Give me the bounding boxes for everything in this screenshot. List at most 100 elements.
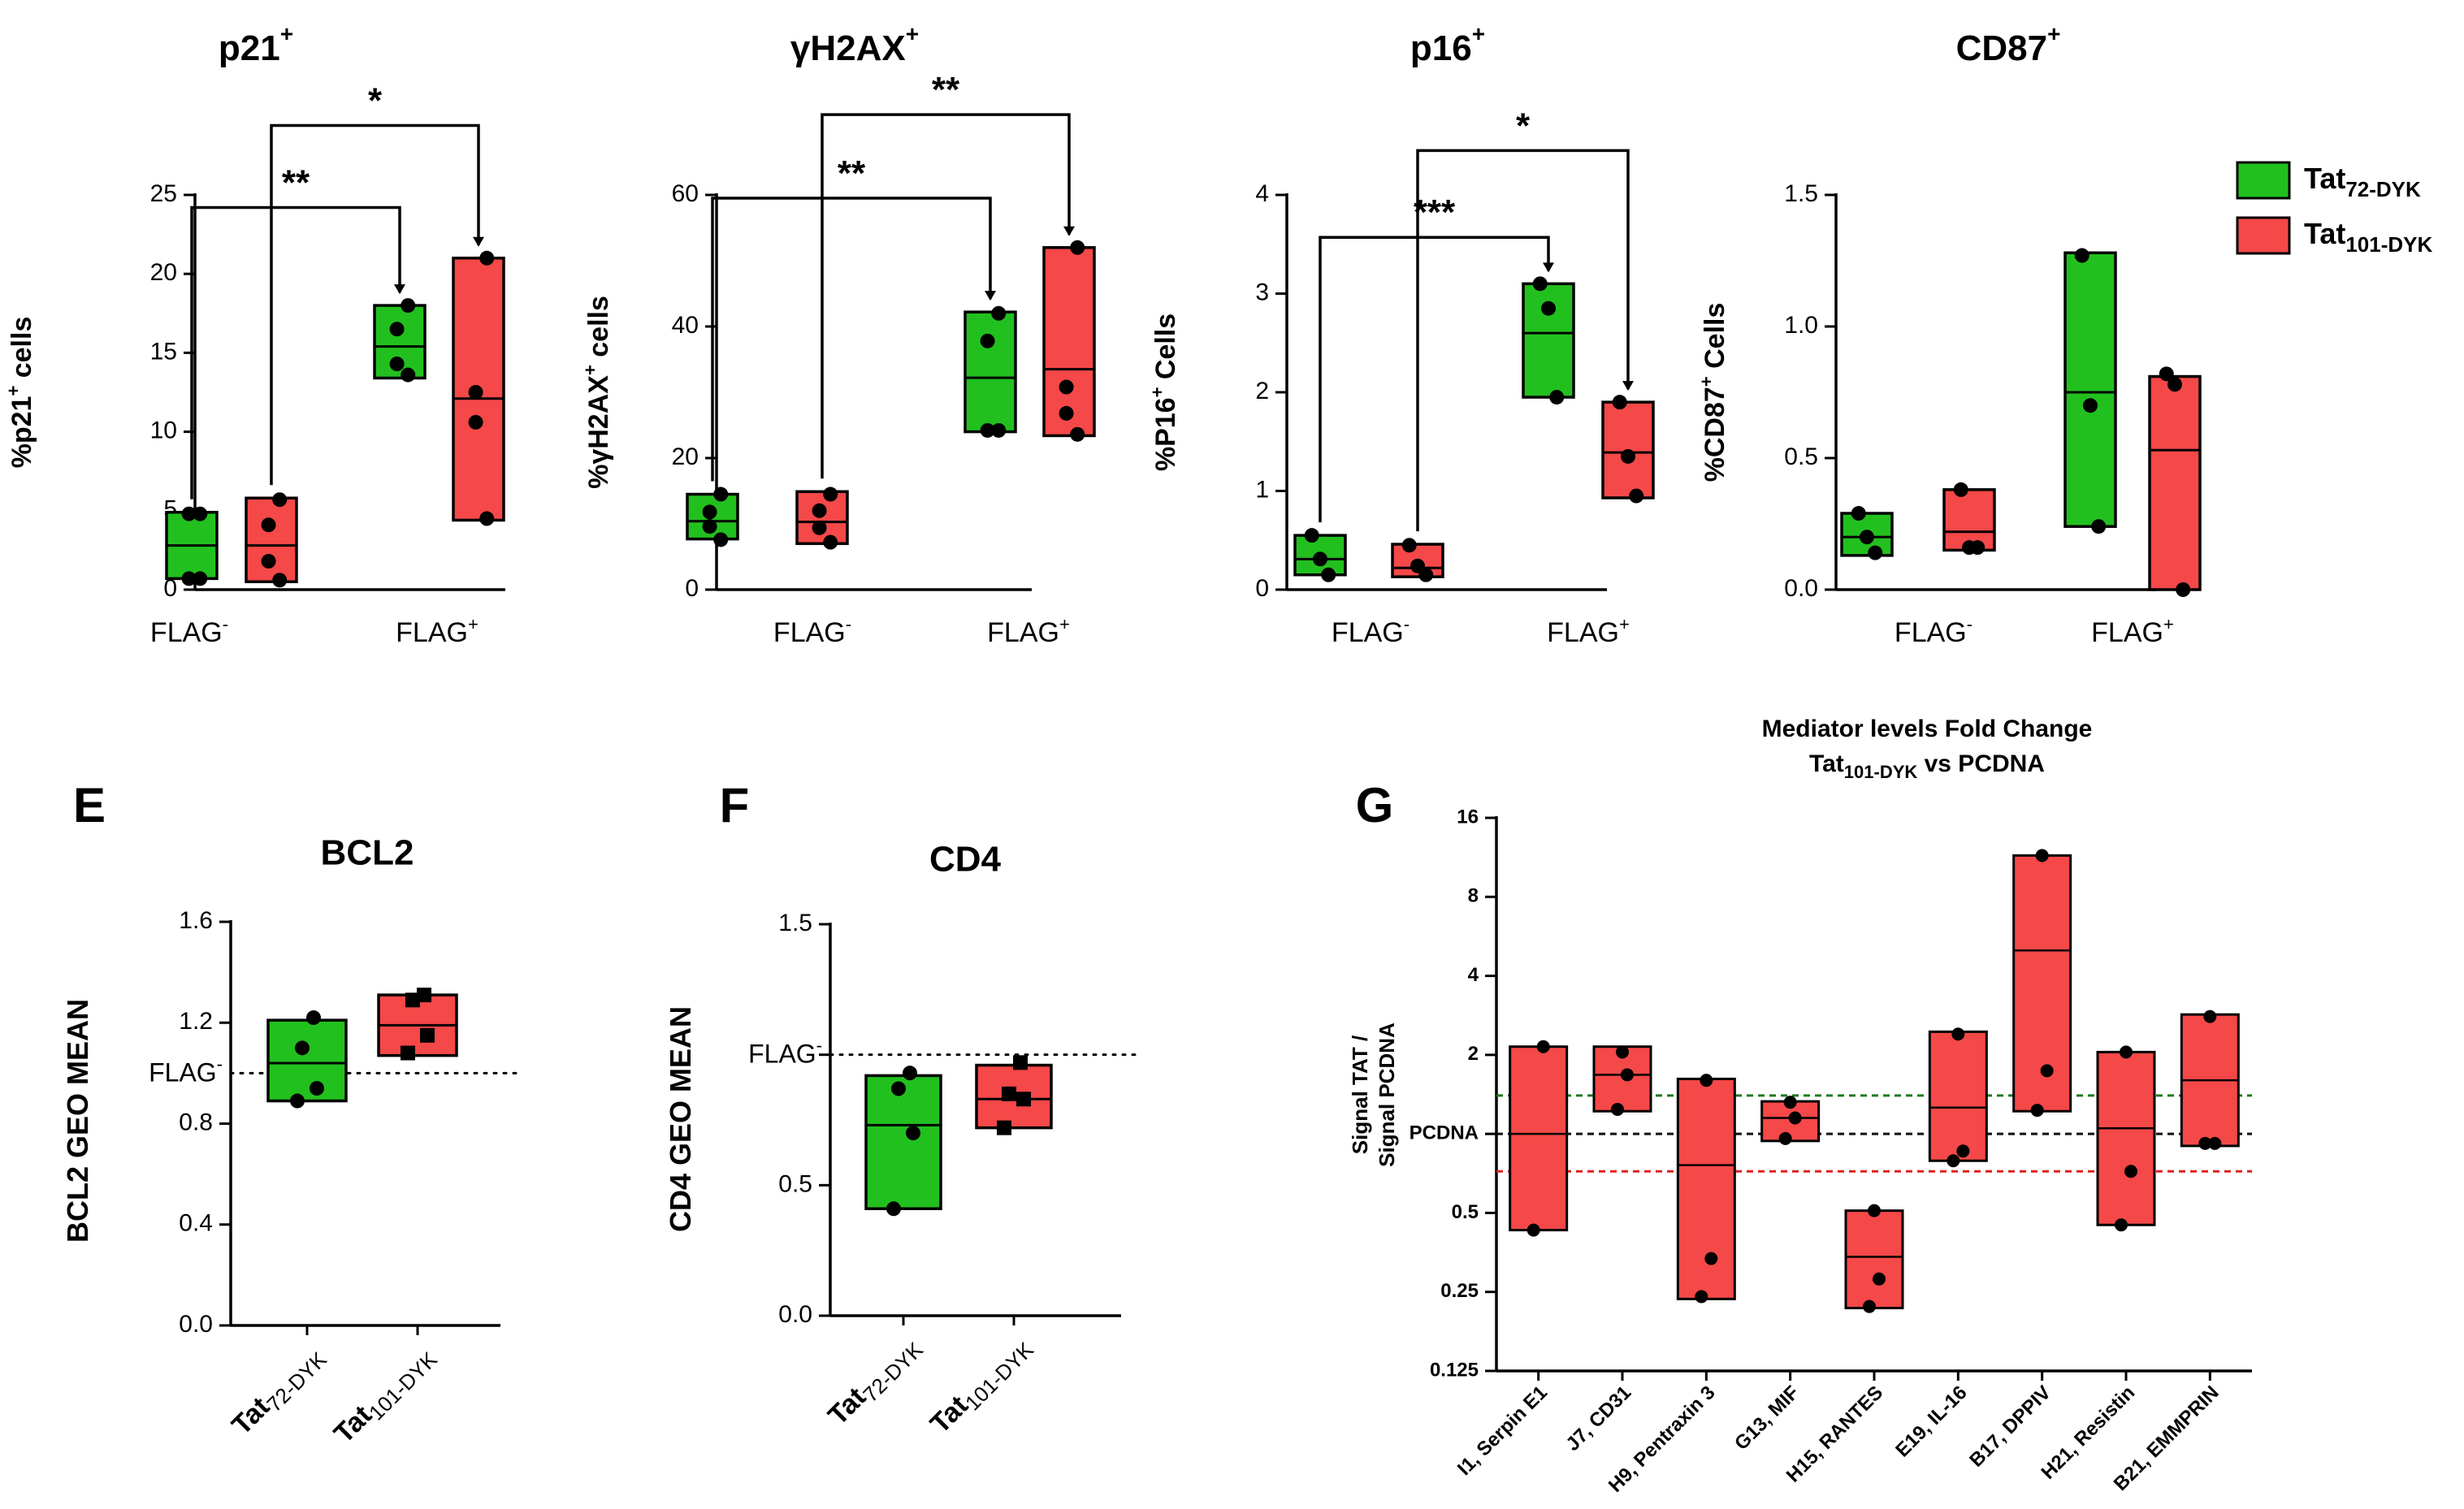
category-sub: 72-DYK <box>262 1347 331 1416</box>
data-point <box>1947 1154 1960 1168</box>
x-group-label: FLAG+ <box>1547 614 1630 648</box>
significance-label: *** <box>1414 192 1456 232</box>
panel-E: E BCL2 0.0 0.4 0.8 1.2 1.6 BCL2 GEO MEAN FLAG- Ta… <box>61 778 518 1450</box>
data-point <box>181 506 197 521</box>
data-point <box>2176 582 2191 597</box>
title-text: p21 <box>219 28 280 68</box>
bracket-arrow <box>1543 262 1554 273</box>
legend-swatch <box>2236 216 2291 255</box>
data-point <box>479 511 495 526</box>
title-text: p16 <box>1410 28 1472 68</box>
data-point <box>1013 1055 1028 1070</box>
data-point <box>401 1045 415 1061</box>
box-tat101 <box>245 496 298 584</box>
reference-text: FLAG <box>149 1057 217 1087</box>
bracket-arrow <box>1622 381 1634 391</box>
data-point <box>991 305 1007 321</box>
x-group-label: FLAG- <box>150 614 228 648</box>
data-point <box>181 571 197 586</box>
data-point <box>295 1040 310 1056</box>
y-axis-label: %P16+ Cells <box>1147 313 1181 471</box>
data-point <box>1536 1040 1550 1053</box>
data-point <box>1016 1092 1031 1107</box>
data-point <box>1410 558 1425 573</box>
group-label-sup: - <box>223 614 228 634</box>
y-tick-label: 0.0 <box>1784 575 1818 602</box>
data-point <box>823 486 838 502</box>
data-point <box>1695 1290 1708 1304</box>
legend-base: Tat <box>2304 217 2345 250</box>
chart-title-line1: Mediator levels Fold Change <box>1762 716 2093 742</box>
group-label-text: FLAG <box>773 617 846 648</box>
data-point <box>389 357 405 372</box>
y-tick-label: 1.0 <box>1784 312 1818 339</box>
data-point <box>1778 1131 1792 1145</box>
data-point <box>1704 1252 1718 1265</box>
x-group-label: FLAG+ <box>2091 614 2174 648</box>
data-point <box>1541 301 1556 316</box>
mediator-box <box>1844 1209 1904 1310</box>
data-point <box>702 504 717 520</box>
title2-base: Tat <box>1809 750 1844 777</box>
data-point <box>1059 405 1074 421</box>
data-point <box>1962 540 1977 556</box>
group-label-text: FLAG <box>1895 617 1967 648</box>
bracket-arrow <box>1063 226 1075 236</box>
data-point <box>1304 528 1319 543</box>
legend-label: Tat101-DYK <box>2304 217 2432 257</box>
ylabel-suffix: Cells <box>1700 303 1730 377</box>
significance-bracket <box>711 197 992 482</box>
data-point <box>1526 1223 1540 1237</box>
data-point <box>1059 379 1074 395</box>
group-label-sup: - <box>1404 614 1410 634</box>
data-point <box>272 573 288 588</box>
group-label-sup: + <box>1619 614 1630 634</box>
y-tick-label: 1.5 <box>778 910 812 936</box>
y-tick-label: 20 <box>672 443 699 470</box>
data-point <box>417 988 431 1003</box>
data-point <box>1951 1027 1965 1041</box>
panel-title: BCL2 <box>321 833 414 873</box>
ylabel-suffix: cells <box>6 317 37 386</box>
ylabel-text: %p21 <box>6 396 37 469</box>
significance-bracket <box>190 205 401 499</box>
x-group-label: FLAG- <box>1895 614 1972 648</box>
data-point <box>261 554 276 569</box>
data-point <box>906 1126 920 1141</box>
data-point <box>1956 1144 1970 1158</box>
data-point <box>1401 538 1417 553</box>
box-tat72 <box>266 1018 348 1103</box>
data-point <box>401 298 416 313</box>
data-point <box>2115 1218 2128 1232</box>
box-tat72 <box>864 1074 942 1211</box>
mediator-box <box>1676 1077 1736 1300</box>
y-tick-label: 0 <box>163 575 177 602</box>
significance-label: ** <box>838 153 866 193</box>
bracket-arrow <box>473 236 484 247</box>
mediator-box <box>2096 1050 2156 1226</box>
data-point <box>713 532 729 547</box>
panel-title: γH2AX+ <box>790 21 919 67</box>
ylabel-sup: + <box>3 386 24 396</box>
data-point <box>420 1027 435 1043</box>
data-point <box>2159 366 2174 382</box>
group-label-sup: + <box>468 614 479 634</box>
data-point <box>306 1010 321 1026</box>
group-label-text: FLAG <box>150 617 223 648</box>
y-tick-label: 8 <box>1468 885 1479 907</box>
data-point <box>2040 1064 2054 1078</box>
data-point <box>2167 377 2182 392</box>
title-sup: + <box>906 21 919 46</box>
mediator-box <box>1928 1030 1988 1162</box>
significance-bracket <box>1416 149 1630 532</box>
y-axis-label: %γH2AX+ cells <box>580 296 614 489</box>
data-point <box>1868 1204 1881 1217</box>
group-label-text: FLAG <box>987 617 1059 648</box>
y-tick-label: 0 <box>685 575 699 602</box>
data-point <box>2203 1010 2217 1023</box>
category-sub: 101-DYK <box>960 1337 1038 1415</box>
y-tick-label: 0.4 <box>179 1210 213 1237</box>
